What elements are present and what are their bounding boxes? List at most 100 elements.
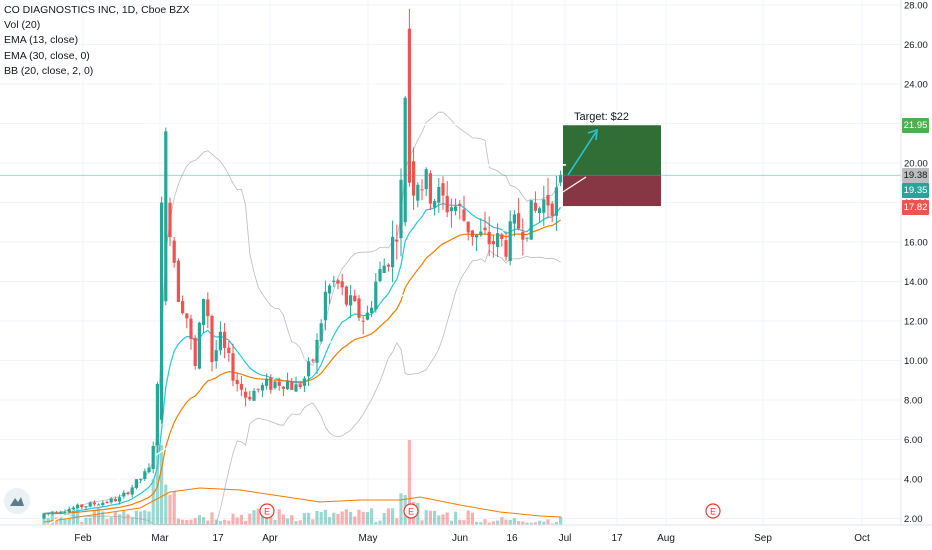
volume-bar: [365, 512, 369, 525]
tradingview-logo-icon[interactable]: [4, 488, 30, 514]
candle: [462, 195, 466, 222]
candle-body: [479, 231, 483, 236]
candle: [378, 261, 382, 283]
candle: [277, 377, 281, 391]
indicator-volume[interactable]: Vol (20): [4, 19, 41, 32]
volume-bar: [344, 509, 348, 525]
indicator-ema30[interactable]: EMA (30, close, 0): [4, 49, 90, 62]
candle: [172, 236, 176, 268]
candle-body: [50, 512, 54, 514]
candle: [298, 380, 302, 390]
candle: [97, 503, 101, 506]
candle: [176, 258, 180, 302]
volume-bar: [151, 479, 155, 525]
volume-bar: [521, 521, 525, 525]
candle: [428, 170, 432, 211]
volume-bar: [399, 493, 403, 525]
volume-bar: [67, 517, 71, 525]
earnings-circle: [705, 503, 721, 519]
volume-bar: [420, 520, 424, 525]
candle-body: [281, 386, 285, 389]
candle-body: [311, 359, 315, 361]
earnings-marker-icon[interactable]: E: [259, 503, 275, 519]
candle: [344, 285, 348, 307]
price-tick-label: 4.00: [904, 475, 923, 486]
candle-body: [336, 280, 340, 284]
candle-body: [202, 299, 206, 325]
volume-bar: [433, 510, 437, 525]
time-tick-label: Jul: [559, 533, 572, 544]
candle-body: [374, 281, 378, 310]
annotations: Target: $22: [567, 111, 629, 176]
candle-body: [84, 506, 88, 508]
candle: [307, 357, 311, 386]
volume-bar: [84, 517, 88, 525]
candle-body: [42, 513, 46, 519]
candle: [160, 196, 164, 424]
volume-bar: [483, 519, 487, 525]
volume-bar: [407, 440, 411, 525]
volume-bar: [428, 510, 432, 525]
candle: [542, 185, 546, 227]
volume-ma-line: [43, 487, 562, 523]
time-tick-label: Apr: [262, 533, 278, 544]
indicator-ema13[interactable]: EMA (13, close): [4, 34, 79, 47]
candle: [374, 273, 378, 313]
candle: [496, 223, 500, 258]
candle-body: [412, 161, 416, 196]
candle-body: [46, 512, 50, 514]
candle: [109, 497, 113, 504]
candle: [101, 500, 105, 508]
volume-bar: [391, 508, 395, 525]
volume-bar: [122, 510, 126, 525]
time-tick-label: Jun: [452, 533, 468, 544]
candle-body: [160, 202, 164, 420]
candle: [290, 377, 294, 391]
indicator-bb[interactable]: BB (20, close, 2, 0): [4, 64, 94, 77]
candle-body: [504, 240, 508, 257]
candle-body: [365, 312, 369, 320]
bollinger-bands: [43, 111, 561, 525]
candle-body: [420, 189, 424, 191]
volume-bar: [336, 513, 340, 525]
target-arrow-head-icon: [587, 128, 598, 141]
candle: [231, 343, 235, 387]
target-label: Target: $22: [574, 111, 629, 123]
candle-body: [176, 260, 180, 302]
volume-bar: [386, 508, 390, 525]
price-tick-label: 6.00: [904, 435, 923, 446]
price-tick-label: 20.00: [904, 159, 928, 170]
earnings-marker-icon[interactable]: E: [403, 503, 419, 519]
candle: [399, 168, 403, 257]
volume-bar: [193, 518, 197, 525]
candle-body: [92, 502, 96, 505]
candle: [84, 506, 88, 511]
volume-bar: [227, 520, 231, 525]
candle-body: [248, 396, 252, 400]
volume-bar: [298, 520, 302, 525]
volume-bar: [323, 509, 327, 525]
volume-bar: [517, 521, 521, 525]
candle-body: [239, 384, 243, 390]
symbol-title[interactable]: CO DIAGNOSTICS INC, 1D, Cboe BZX: [4, 4, 190, 16]
earnings-letter: E: [408, 507, 414, 517]
volume-bar: [340, 511, 344, 525]
candle: [118, 494, 122, 505]
volume-bar: [256, 508, 260, 525]
candle-body: [441, 183, 445, 196]
candle: [466, 221, 470, 241]
candle: [546, 177, 550, 219]
candle-body: [139, 478, 143, 480]
price-axis: 28.0026.0024.0022.0020.0018.0016.0014.00…: [900, 0, 928, 525]
candle: [529, 200, 533, 240]
earnings-marker-icon[interactable]: E: [705, 503, 721, 519]
candle-body: [559, 175, 563, 183]
candle-body: [491, 241, 495, 245]
price-tick-label: 10.00: [904, 356, 928, 367]
candle: [139, 478, 143, 484]
candle-body: [118, 497, 122, 502]
candle: [71, 505, 75, 510]
candle: [395, 224, 399, 260]
volume-bar: [332, 512, 336, 525]
